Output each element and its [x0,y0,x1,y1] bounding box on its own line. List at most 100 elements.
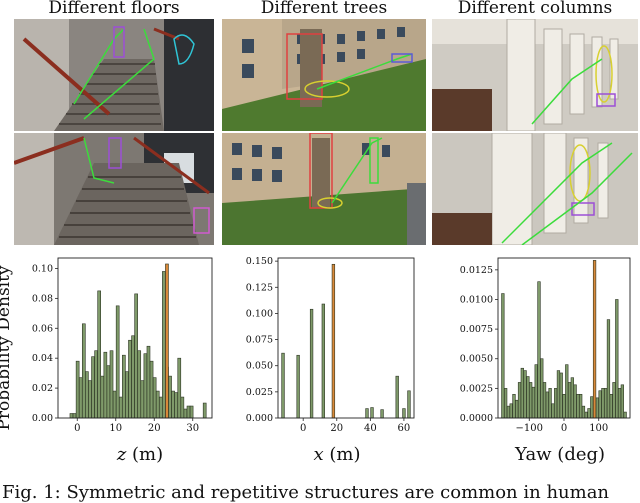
x-axis-label-yaw: Yaw (deg) [505,444,615,465]
histogram-bar [520,367,524,419]
histogram-bar [109,350,114,419]
histogram-bar [94,350,98,419]
histogram-bar [562,393,566,419]
histogram-bar [587,408,591,419]
panel-title-floors: Different floors [48,0,180,18]
axes-frame [277,257,415,419]
histogram-bar [174,392,178,419]
histogram-bar [168,375,172,419]
histogram-bar [131,335,135,419]
x-axis-unit-yaw: Yaw (deg) [514,444,606,465]
histogram-bar [183,408,188,419]
histogram-bar [180,396,185,419]
x-tick-label: 40 [364,423,377,432]
histogram-bar [296,354,300,419]
x-axis-unit-z: (m) [126,444,164,465]
histogram-bar [395,375,399,419]
y-tick-label: 0.02 [32,383,53,394]
histogram-bar [103,351,108,419]
histogram-bar [590,396,594,419]
x-axis-label-z: z (m) [90,444,190,465]
histogram-bar [143,353,148,419]
y-tick-label: 0.000 [246,413,273,424]
y-tick-label: 0.0125 [460,265,493,276]
panel-title-trees: Different trees [260,0,388,18]
histogram-bar [512,393,516,419]
histogram-bar [529,382,533,419]
figure-caption: Fig. 1: Symmetric and repetitive structu… [2,482,610,503]
histogram-bar [186,405,191,419]
y-tick-label: 0.0075 [460,324,493,335]
histogram-bar [595,397,599,419]
histogram-bar [106,365,111,419]
y-tick-label: 0.10 [32,263,53,274]
histogram-bar [321,303,325,419]
y-tick-label: 0.025 [246,387,273,398]
x-tick-label: 20 [330,423,343,432]
histogram-bar [365,408,369,419]
y-axis-label: Probability Density [0,265,14,431]
histogram-bar [581,405,586,419]
histogram-bar [515,399,519,419]
y-tick-label: 0.075 [246,335,273,346]
photo-columns-bottom [432,133,638,245]
histogram-bar [526,376,530,419]
histogram-bar [545,391,549,419]
y-tick-label: 0.04 [32,353,53,364]
y-tick-label: 0.0100 [460,294,493,305]
histogram-bar [370,407,374,419]
histogram-bar [122,354,126,419]
x-axis-unit-x: (m) [323,444,361,465]
histogram-bar [189,405,194,419]
histogram-bar [125,371,129,419]
histogram-bar [573,384,577,419]
histogram-bar [506,405,511,419]
histogram-bar [309,308,314,419]
histogram-bar [81,323,86,419]
highlight-bar [165,263,169,419]
histogram-bar [407,390,411,419]
photo-floors-top [14,19,214,131]
histogram-bar [537,281,541,419]
x-tick-label: 0 [300,423,306,432]
histogram-bar [623,411,627,419]
histogram-bar [100,375,105,419]
histogram-bar [620,384,624,419]
histogram-bar [91,356,95,419]
photo-trees-bottom [222,133,426,245]
y-tick-label: 0.050 [246,361,273,372]
highlight-bar [331,263,336,419]
x-axis-var-z: z [116,444,127,465]
histogram-bar [556,370,561,419]
x-axis-label-x: x (m) [287,444,387,465]
histogram-bar [570,377,574,419]
photo-columns-top [432,19,638,131]
histogram-bar [137,350,142,419]
histogram-bar [155,390,160,419]
histogram-bar [542,382,547,419]
histogram-bar [548,388,552,419]
histogram-bar [149,360,154,419]
histogram-bar [380,409,384,419]
y-tick-label: 0.00 [32,413,53,424]
histogram-bar [202,402,207,419]
histogram-bar [402,408,406,419]
histogram-bar [584,411,588,419]
histogram-bar [517,382,522,419]
highlight-bar [592,260,597,419]
y-tick-label: 0.125 [246,282,273,293]
histogram-bar [612,382,616,419]
histogram-bar [579,393,583,419]
histogram-bar [112,390,117,419]
histogram-bar [118,396,123,419]
histogram-bar [162,271,166,419]
y-tick-label: 0.06 [32,323,53,334]
histogram-bar [171,390,175,419]
panel-title-columns: Different columns [457,0,613,18]
histogram-bar [598,390,602,419]
x-tick-label: 60 [398,423,411,432]
histogram-bar [72,413,77,419]
histogram-bar [617,388,622,419]
histogram-bar [501,293,505,419]
histogram-bar [78,377,83,419]
